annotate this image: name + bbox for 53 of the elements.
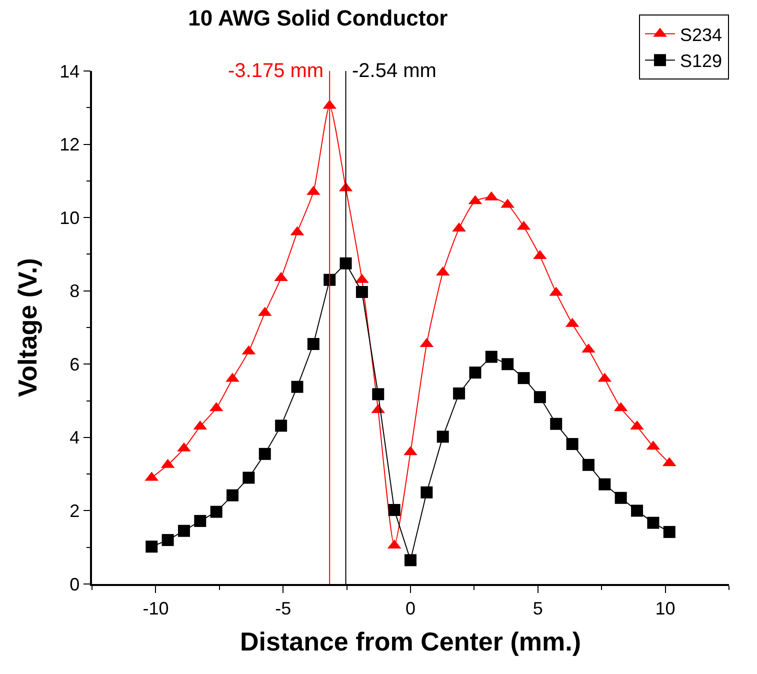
y-tick-label: 4 [70,428,80,448]
legend-label: S234 [680,24,722,45]
point [210,506,222,518]
point [388,504,400,516]
point [502,358,514,370]
point [291,380,304,393]
point [614,492,627,504]
point [340,257,352,270]
chart-title: 10 AWG Solid Conductor [188,6,448,31]
point [534,391,546,404]
point [307,338,320,350]
x-tick-label: 0 [405,598,416,618]
point [647,516,660,529]
point [485,350,498,363]
point [550,418,562,430]
point [356,286,368,298]
point [275,420,288,432]
point [469,366,482,379]
point [518,372,530,384]
point [404,554,416,566]
point [178,524,190,537]
y-tick-label: 0 [70,574,80,594]
y-tick-label: 14 [60,61,80,82]
point [566,438,578,450]
y-axis-title: Voltage (V.) [12,258,43,397]
point [194,514,206,527]
point [598,478,611,490]
point [146,540,158,553]
ref-line-label: -2.54 mm [352,60,436,82]
y-tick-label: 6 [70,354,80,374]
x-tick-label: 5 [532,598,543,618]
y-tick-label: 12 [60,134,80,155]
point [324,274,336,286]
point [226,489,239,502]
point [582,458,594,471]
legend-label: S129 [680,51,722,72]
point [453,387,466,400]
y-tick-label: 8 [70,281,80,302]
point [242,472,255,484]
point [162,534,174,546]
x-axis-title: Distance from Center (mm.) [240,626,581,657]
y-tick-label: 10 [60,208,80,228]
y-tick-label: 2 [70,501,80,522]
x-tick-label: -10 [142,598,169,618]
x-tick-label: -5 [275,598,292,618]
point [436,430,449,443]
point [663,526,676,538]
x-tick-label: 10 [655,598,676,618]
point [258,448,271,460]
point [420,486,433,498]
point [372,388,384,400]
point [631,504,644,517]
ref-line-label: -3.175 mm [228,60,324,82]
